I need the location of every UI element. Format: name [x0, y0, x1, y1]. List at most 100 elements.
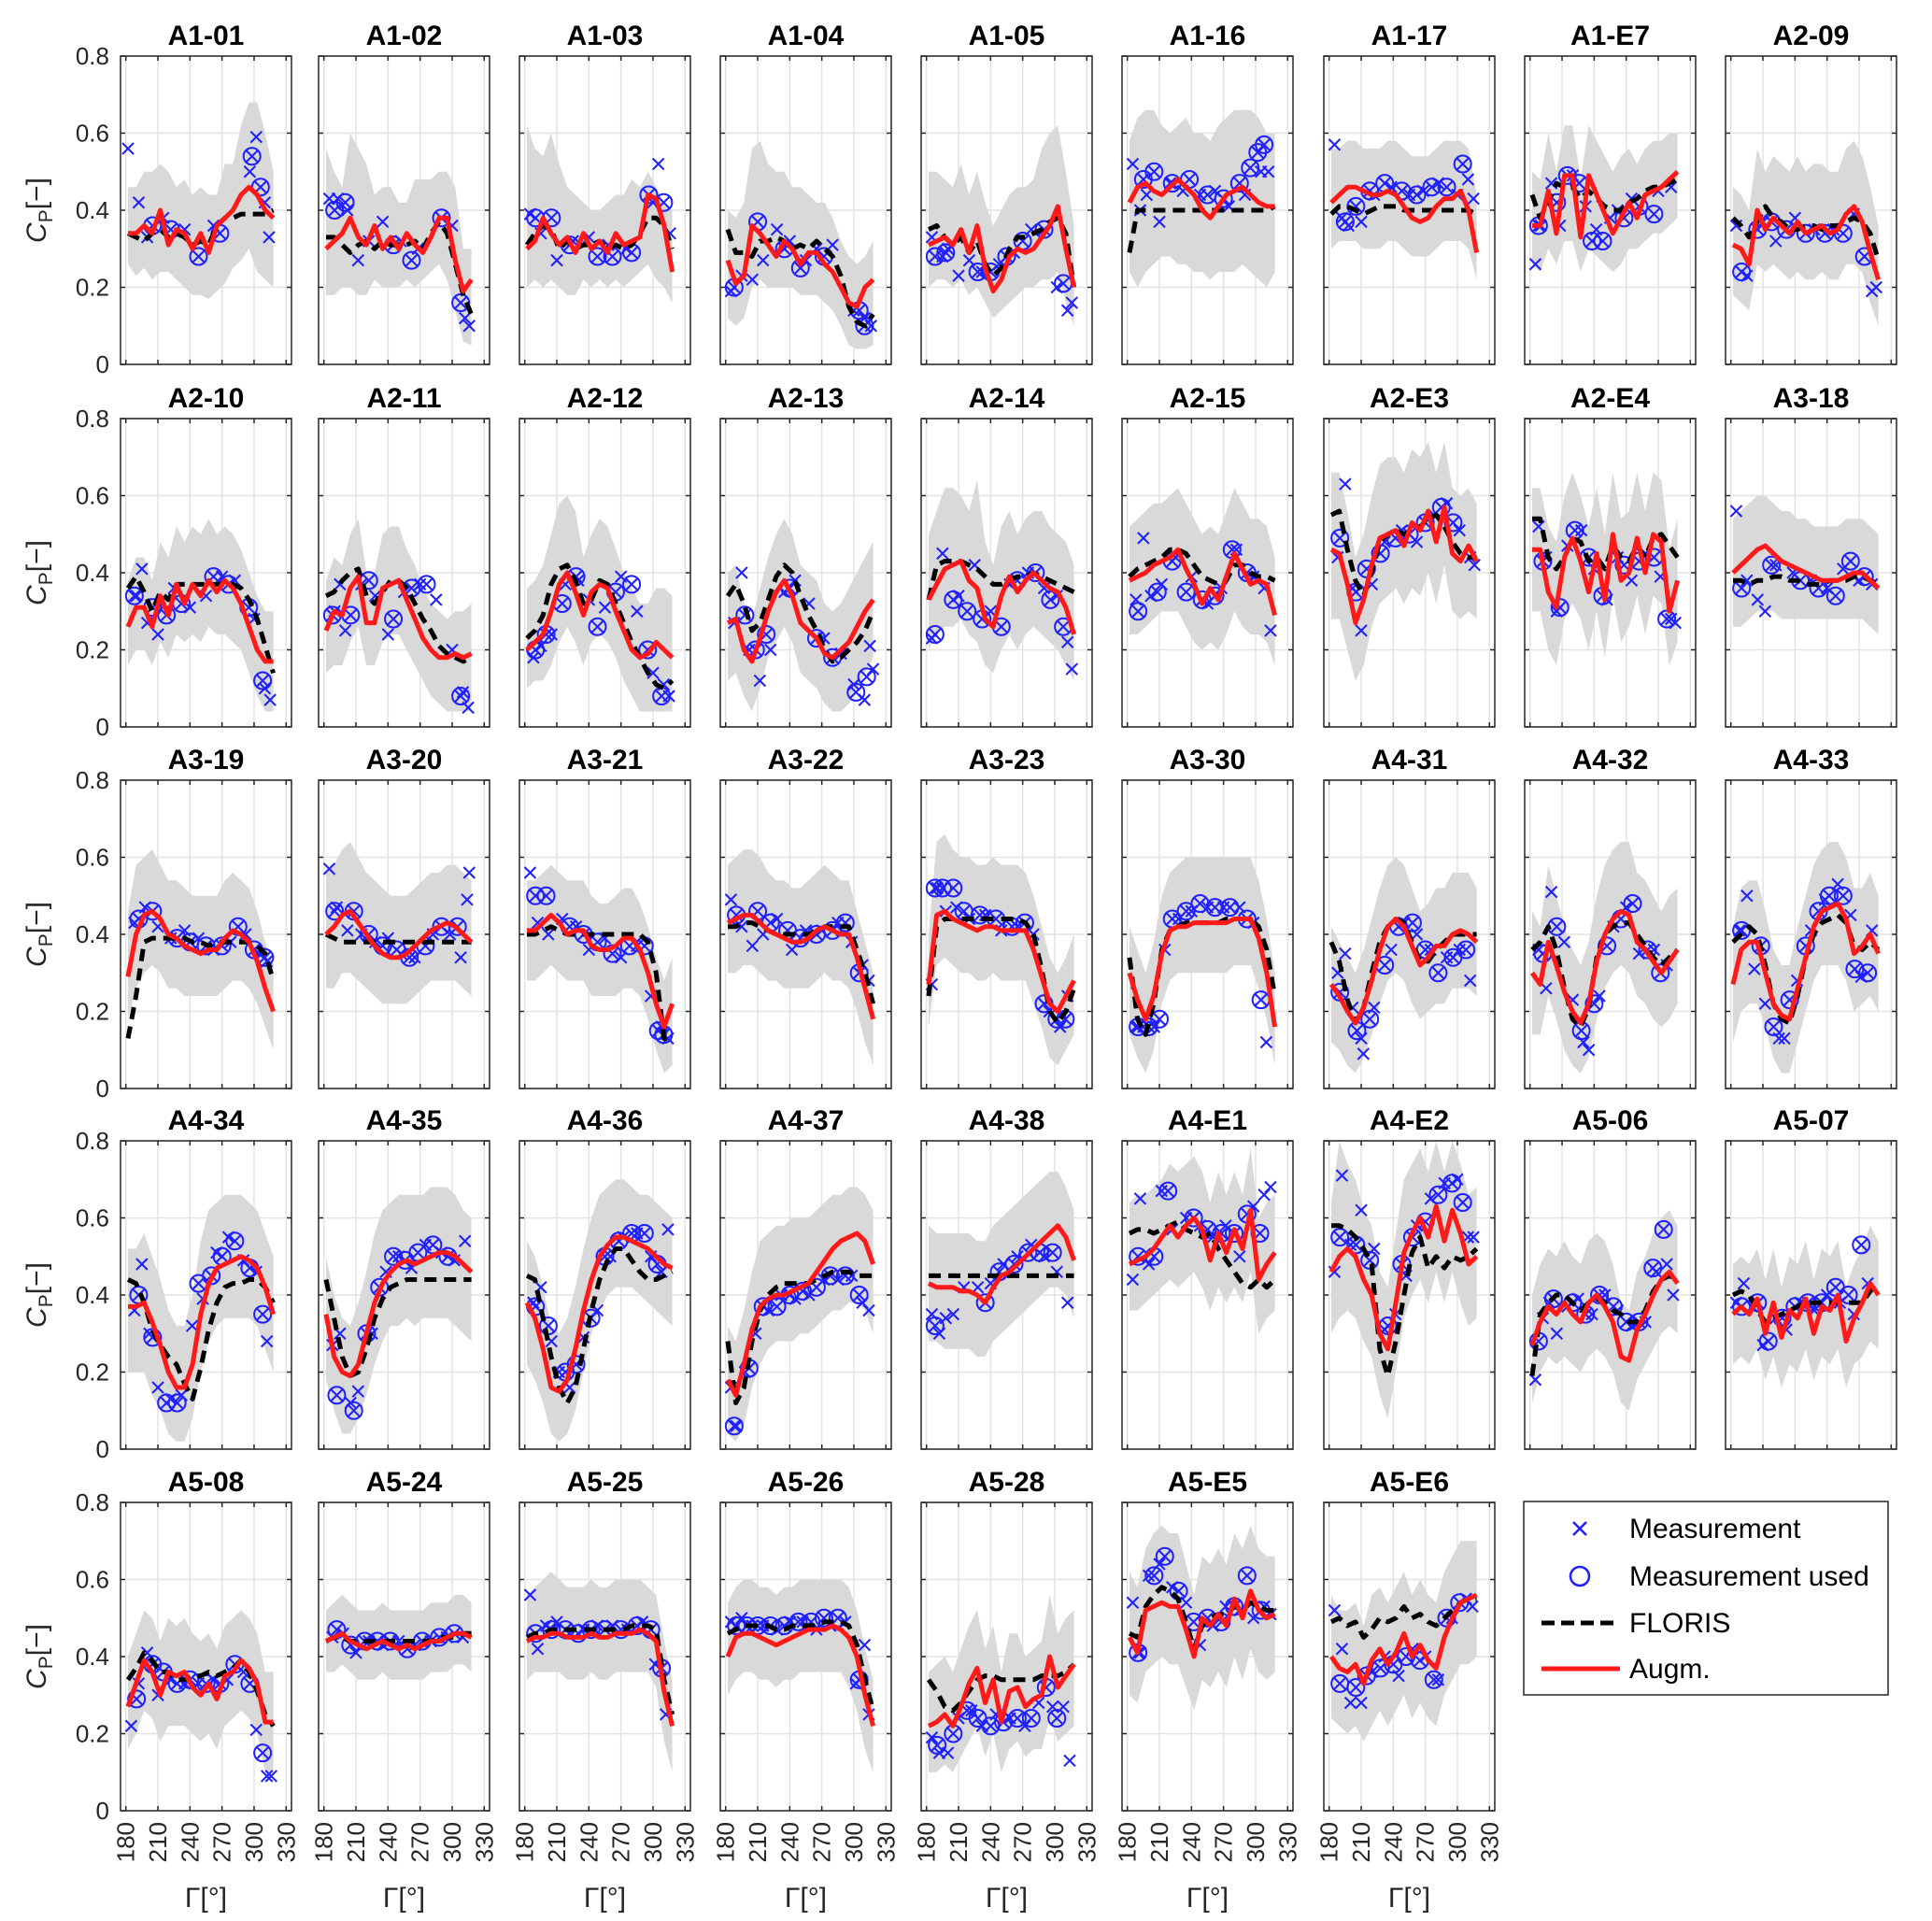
measurement-point [1233, 901, 1246, 914]
measurement-used-point [975, 1293, 995, 1313]
x-tick-label: 270 [808, 1822, 836, 1862]
legend-entry: Measurement [1572, 1514, 1801, 1544]
measurement-point [925, 1307, 939, 1321]
measurement-point [631, 605, 644, 618]
measurement-point [1466, 1600, 1479, 1614]
measurement-point [1355, 215, 1368, 229]
legend-label: Measurement [1629, 1514, 1801, 1544]
measurement-point [263, 231, 276, 244]
measurement-used-cross [1428, 1673, 1441, 1686]
measurement-point [1854, 970, 1868, 984]
y-tick-label: 0.8 [76, 1127, 109, 1155]
augm-line [725, 223, 875, 309]
panel-a3-23: A3-23 [920, 745, 1093, 1089]
plot-area [524, 1179, 675, 1442]
measurement-used-cross [1350, 1024, 1364, 1037]
measurement-used-point [622, 575, 642, 594]
measurement-point [1740, 269, 1754, 282]
y-axis-label-main: C [21, 222, 52, 243]
measurement-point [130, 590, 143, 603]
measurement-used-cross [1045, 1245, 1059, 1259]
x-tick-label: 180 [1114, 1822, 1142, 1862]
panel-a2-11: A2-11 [318, 383, 490, 728]
panel-a5-e5: A5-E5 180 210 240 270 300 330 Γ[°] [1114, 1467, 1302, 1914]
panel-a4-31: A4-31 [1323, 745, 1496, 1089]
panel-title: A5-26 [768, 1467, 845, 1498]
measurement-used-cross [1131, 605, 1144, 618]
measurement-used-point [932, 878, 952, 898]
measurement-used-point [638, 640, 658, 660]
measurement-used-cross [946, 881, 960, 895]
measurement-used-point [417, 575, 436, 594]
plot-area [1329, 441, 1481, 681]
floris-line [525, 1623, 675, 1715]
measurement-used-point [806, 1277, 826, 1297]
measurement-point [1003, 1712, 1016, 1725]
floris-line [1329, 508, 1477, 599]
measurement-used-cross [170, 1396, 184, 1410]
panel-title: A1-17 [1371, 21, 1448, 51]
plot-area [724, 849, 876, 1066]
measurement-used-cross [1057, 620, 1070, 633]
measurement-used-cross [1656, 1223, 1670, 1236]
floris-line [1128, 547, 1276, 587]
y-tick-label: 0.8 [76, 42, 109, 70]
panel-title: A4-33 [1773, 745, 1850, 776]
measurement-point [1057, 1700, 1070, 1714]
measurement-point [997, 1258, 1010, 1271]
x-axis-label: Γ[°] [383, 1883, 425, 1914]
measurement-point [646, 666, 660, 679]
measurement-used-cross [192, 249, 206, 263]
augm-line [1731, 1281, 1881, 1344]
measurement-used-cross [405, 581, 419, 595]
measurement-point [1589, 222, 1603, 236]
augm-line [927, 1223, 1076, 1305]
uncertainty-band [326, 1187, 472, 1434]
x-tick-label: 210 [1145, 1822, 1173, 1862]
panel-a4-33: A4-33 [1725, 745, 1897, 1089]
measurement-used-cross [1550, 920, 1564, 933]
x-tick-label: 180 [112, 1822, 140, 1862]
measurement-used-point [1255, 135, 1274, 154]
plot-area [1328, 1141, 1480, 1418]
measurement-point [260, 1334, 274, 1348]
augm-line [1731, 204, 1881, 281]
measurement-used-point [325, 902, 345, 921]
augm-line [1329, 184, 1480, 253]
measurement-used-point [1004, 1255, 1024, 1274]
panel-title: A2-10 [168, 383, 245, 414]
measurement-point [1261, 165, 1275, 178]
floris-line [1529, 177, 1679, 221]
measurement-point [1468, 559, 1481, 572]
measurement-point [1185, 904, 1199, 918]
panel-a3-21: A3-21 [519, 745, 691, 1089]
measurement-used-point [1428, 963, 1448, 983]
measurement-point [243, 165, 257, 178]
measurement-point [1142, 1258, 1156, 1271]
measurement-used-cross [405, 253, 419, 267]
y-tick-label: 0.2 [76, 636, 109, 664]
y-tick-label: 0 [96, 1435, 109, 1463]
panel-a5-08: A5-08 0 0.2 0.4 0.6 0.8 CP[−] 180 210 240 270 300 33… [21, 1467, 300, 1914]
measurement-used-point [1453, 154, 1472, 174]
plot-area [725, 519, 880, 712]
panel-title: A1-03 [567, 21, 644, 51]
measurement-point [462, 320, 476, 333]
measurement-used-cross [995, 620, 1008, 633]
measurement-used-cross [348, 1404, 361, 1417]
measurement-used-cross [1619, 1316, 1633, 1329]
measurement-used-cross [1333, 1677, 1346, 1690]
panel-title: A4-35 [366, 1105, 443, 1136]
measurement-point [1166, 1581, 1179, 1594]
measurement-used-point [1643, 1259, 1663, 1278]
plot-area [724, 1187, 875, 1442]
measurement-point [1424, 1192, 1438, 1205]
measurement-used-cross [929, 1319, 942, 1332]
measurement-point [322, 862, 336, 875]
y-axis-label-sub: P [36, 933, 57, 946]
measurement-point [1335, 1643, 1349, 1656]
measurement-used-cross [1349, 1681, 1363, 1694]
legend-label: FLORIS [1629, 1608, 1730, 1639]
measurement-used-cross [1378, 959, 1391, 972]
measurement-point [381, 628, 395, 641]
